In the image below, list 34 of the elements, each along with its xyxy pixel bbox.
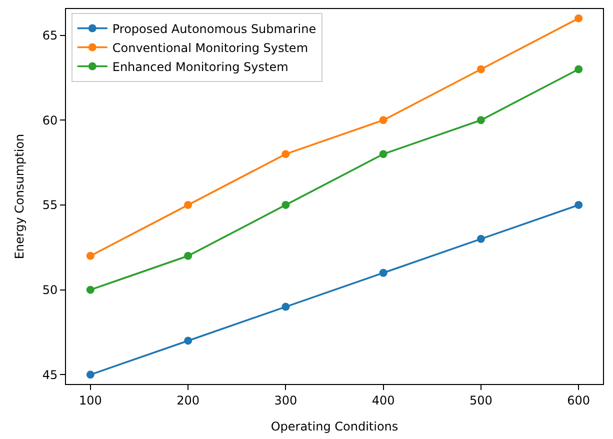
- y-tick-label: 60: [42, 113, 58, 128]
- point: [476, 65, 485, 74]
- x-tick-label: 100: [78, 393, 102, 408]
- point: [184, 200, 192, 209]
- legend-label: Enhanced Monitoring System: [112, 60, 288, 74]
- y-tick-label: 55: [42, 198, 58, 212]
- y-tick-label: 50: [42, 283, 58, 298]
- point: [282, 200, 290, 209]
- point: [86, 252, 94, 260]
- point: [86, 370, 94, 379]
- point: [574, 14, 583, 22]
- point: [282, 302, 290, 311]
- legend-label: Proposed Autonomous Submarine: [112, 22, 316, 36]
- y-tick-label: 45: [42, 368, 58, 382]
- point: [574, 200, 583, 209]
- point: [379, 150, 388, 158]
- y-axis-title: Energy Consumption: [12, 134, 27, 260]
- point: [282, 150, 290, 158]
- x-tick-label: 600: [567, 393, 590, 408]
- point: [476, 234, 485, 243]
- x-tick-label: 300: [274, 393, 298, 408]
- point: [574, 65, 583, 74]
- point: [379, 268, 388, 277]
- legend-label: Conventional Monitoring System: [112, 40, 308, 55]
- y-tick-label: 65: [42, 28, 58, 42]
- point: [379, 116, 388, 124]
- point: [184, 252, 192, 260]
- point: [86, 286, 94, 294]
- x-tick-label: 200: [176, 393, 200, 408]
- point: [476, 116, 485, 124]
- x-tick-label: 500: [469, 393, 492, 408]
- x-tick-label: 400: [372, 393, 395, 408]
- x-axis-title: Operating Conditions: [270, 419, 398, 434]
- point: [184, 336, 192, 345]
